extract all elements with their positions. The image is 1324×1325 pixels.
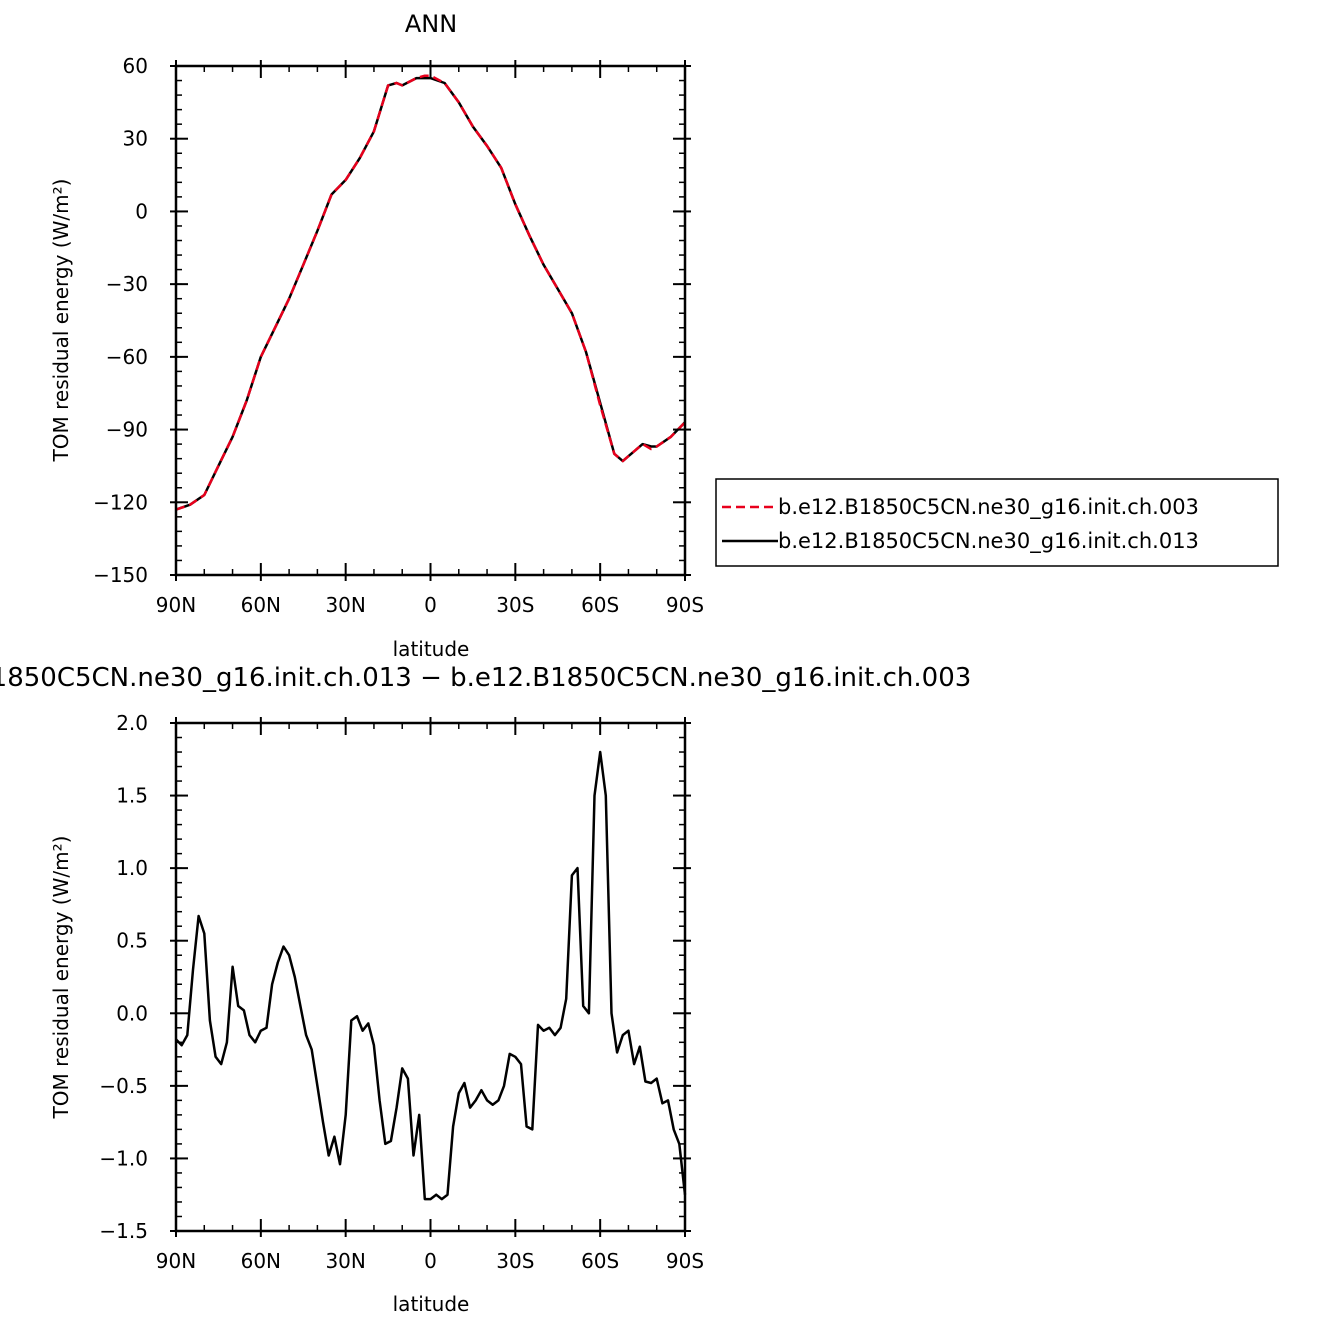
top-x-tick-label: 90N [156, 593, 196, 617]
top-x-tick-label: 90S [666, 593, 704, 617]
top-plot-frame [174, 64, 687, 577]
top-x-tick-label: 60S [581, 593, 619, 617]
top-x-axis-label: latitude [393, 637, 470, 661]
bottom-series-line-0 [175, 750, 687, 1201]
bottom-x-tick-label: 60N [241, 1249, 281, 1273]
bottom-x-tick-label: 60S [581, 1249, 619, 1273]
bottom-y-tick-label: −0.5 [99, 1074, 148, 1098]
bottom-y-tick-label: −1.0 [99, 1146, 148, 1170]
top-x-tick-label: 60N [241, 593, 281, 617]
top-series-line-0 [175, 74, 686, 511]
bottom-y-tick-label: −1.5 [99, 1219, 148, 1243]
top-y-axis-label: TOM residual energy (W/m²) [49, 179, 73, 463]
bottom-y-tick-label: 1.0 [116, 856, 148, 880]
bottom-panel: b.e12.B1850C5CN.ne30_g16.init.ch.013 − b… [0, 663, 971, 1316]
top-x-tick-label: 30N [325, 593, 365, 617]
legend-box [715, 478, 1279, 567]
top-x-tick-label: 0 [424, 593, 437, 617]
bottom-y-tick-label: 0.5 [116, 929, 148, 953]
bottom-plot-frame [174, 721, 687, 1233]
top-y-tick-label: −60 [106, 345, 148, 369]
bottom-x-axis-label: latitude [393, 1292, 470, 1316]
bottom-y-tick-label: 1.5 [116, 784, 148, 808]
top-y-tick-label: −30 [106, 272, 148, 296]
bottom-x-tick-label: 30N [325, 1249, 365, 1273]
legend-label-series-013: b.e12.B1850C5CN.ne30_g16.init.ch.013 [778, 529, 1199, 554]
top-y-tick-label: −150 [93, 563, 148, 587]
bottom-y-axis-label: TOM residual energy (W/m²) [49, 836, 73, 1120]
top-chart-title: ANN [405, 10, 457, 38]
bottom-x-tick-label: 90S [666, 1249, 704, 1273]
top-y-tick-label: 0 [135, 199, 148, 223]
top-y-tick-label: −90 [106, 418, 148, 442]
top-series-line-1 [175, 76, 686, 511]
top-y-tick-label: −120 [93, 490, 148, 514]
bottom-x-tick-label: 0 [424, 1249, 437, 1273]
top-y-tick-label: 30 [123, 127, 148, 151]
top-y-tick-label: 60 [123, 54, 148, 78]
bottom-x-tick-label: 90N [156, 1249, 196, 1273]
bottom-x-tick-label: 30S [496, 1249, 534, 1273]
bottom-y-tick-label: 0.0 [116, 1001, 148, 1025]
top-panel: ANN 90N 60N 30N 0 30S 60S 90S 60 30 0 −30 −60 −90 −12… [49, 10, 704, 661]
legend-label-series-003: b.e12.B1850C5CN.ne30_g16.init.ch.003 [778, 495, 1199, 520]
legend: b.e12.B1850C5CN.ne30_g16.init.ch.003 b.e… [715, 478, 1279, 567]
bottom-chart-title: b.e12.B1850C5CN.ne30_g16.init.ch.013 − b… [0, 663, 971, 693]
bottom-y-tick-label: 2.0 [116, 711, 148, 735]
top-x-tick-label: 30S [496, 593, 534, 617]
